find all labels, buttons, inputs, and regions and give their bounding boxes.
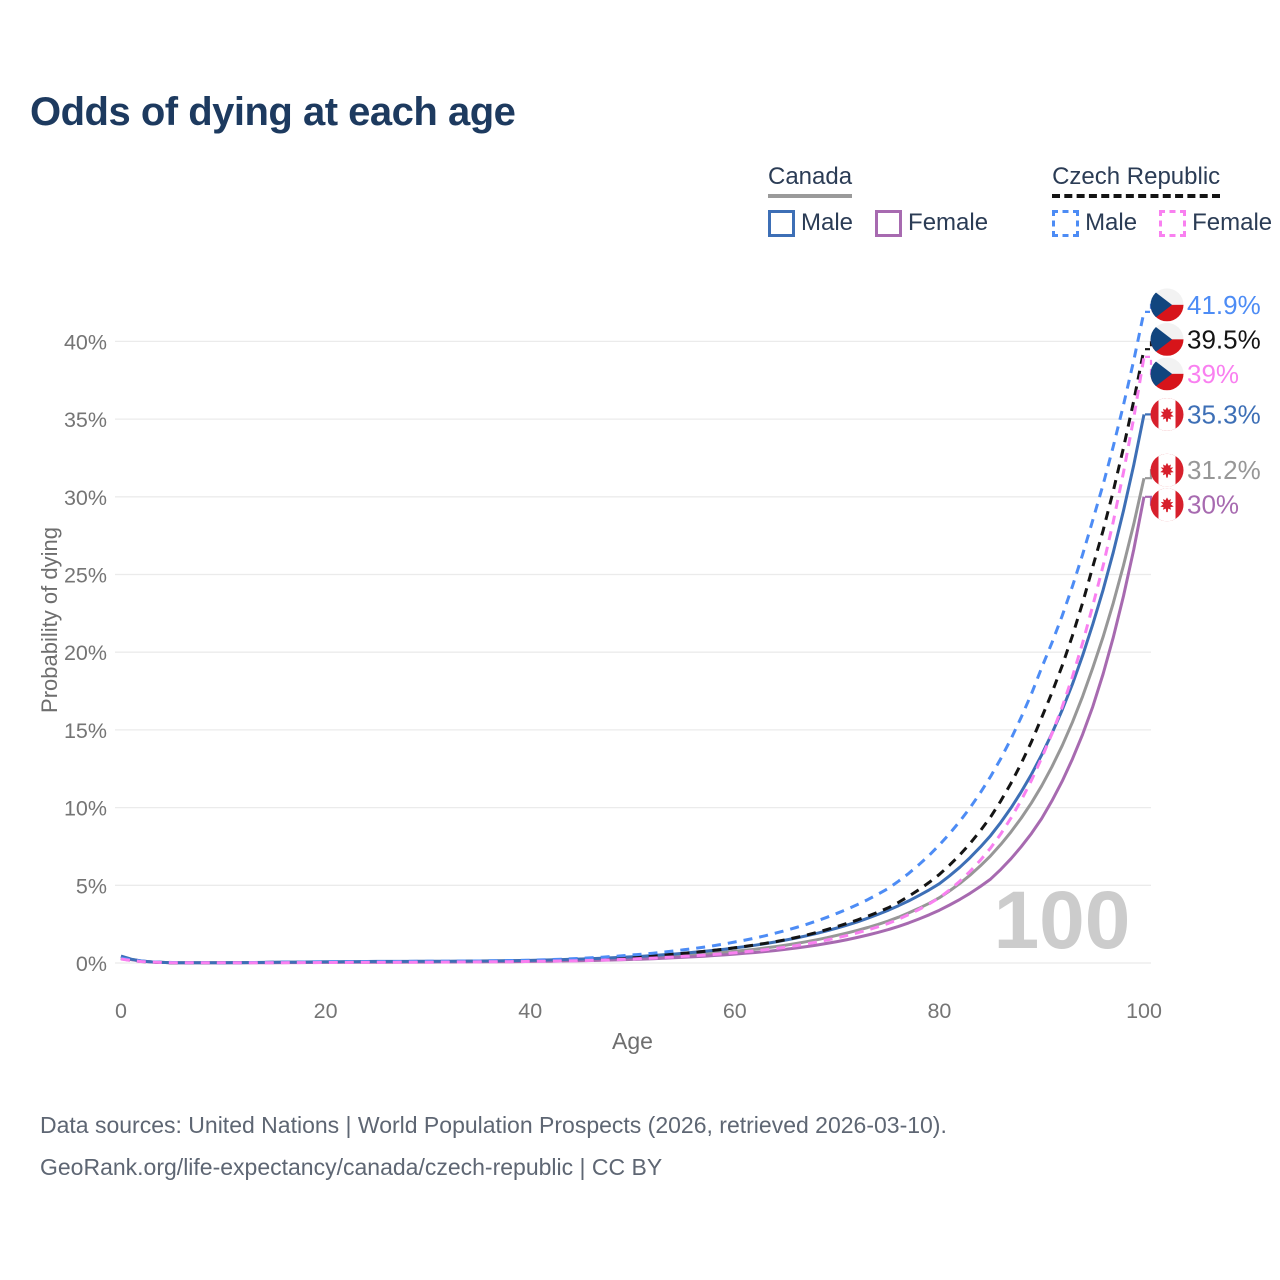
y-axis-title: Probability of dying xyxy=(37,527,62,713)
y-tick-label: 5% xyxy=(76,874,107,898)
end-value-label-canada-male: 35.3% xyxy=(1187,399,1261,429)
flag-part xyxy=(1150,357,1172,391)
flag-part xyxy=(1160,407,1174,422)
y-tick-label: 10% xyxy=(64,797,107,821)
end-value-label-canada-both: 31.2% xyxy=(1187,455,1261,485)
flag-icon-canada xyxy=(1150,397,1184,431)
end-value-label-czech-female: 39% xyxy=(1187,359,1239,389)
x-tick-label: 40 xyxy=(518,999,542,1023)
czech-female-swatch-icon xyxy=(1159,209,1187,237)
flag-icon-canada xyxy=(1150,488,1184,522)
x-tick-label: 60 xyxy=(723,999,747,1023)
y-tick-label: 25% xyxy=(64,564,107,588)
legend-items-canada: Male Female xyxy=(768,209,988,237)
legend-item-label: Female xyxy=(1192,209,1273,236)
x-tick-label: 20 xyxy=(314,999,338,1023)
flag-icon-czech-republic xyxy=(1150,322,1184,356)
legend-item-czech-male[interactable]: Male xyxy=(1052,209,1137,237)
x-tick-label: 0 xyxy=(115,999,127,1023)
end-value-label-czech-both: 39.5% xyxy=(1187,324,1261,354)
x-tick-label: 100 xyxy=(1126,999,1162,1023)
leader-line-czech-female xyxy=(1145,355,1158,375)
flag-part xyxy=(1150,288,1172,322)
y-tick-label: 40% xyxy=(64,330,107,354)
flag-icon-czech-republic xyxy=(1150,288,1184,322)
canada-female-swatch-icon xyxy=(875,209,903,237)
flag-part xyxy=(1160,497,1174,513)
legend-item-label: Female xyxy=(908,209,989,236)
legend-item-canada-male[interactable]: Male xyxy=(768,209,853,237)
y-tick-label: 0% xyxy=(76,952,107,976)
czech-male-swatch-icon xyxy=(1052,209,1080,237)
series-line-czech-both[interactable] xyxy=(120,348,1146,965)
end-value-label-canada-female: 30% xyxy=(1187,490,1239,520)
legend-item-label: Male xyxy=(801,209,854,236)
y-tick-label: 20% xyxy=(64,641,107,665)
flag-part xyxy=(1150,322,1172,356)
x-tick-label: 80 xyxy=(927,999,951,1023)
y-tick-label: 30% xyxy=(64,486,107,510)
legend: Canada Male Female Czech Republic Male xyxy=(768,163,1272,237)
footer: Data sources: United Nations | World Pop… xyxy=(40,1104,947,1188)
canada-male-swatch-icon xyxy=(768,209,795,237)
x-axis-title: Age xyxy=(612,1028,653,1054)
series-line-czech-male[interactable] xyxy=(120,311,1146,965)
end-value-label-czech-male: 41.9% xyxy=(1187,290,1261,320)
legend-item-canada-female[interactable]: Female xyxy=(875,209,988,237)
legend-group-canada: Canada Male Female xyxy=(768,163,988,237)
chart-title: Odds of dying at each age xyxy=(30,90,516,134)
legend-items-czech-republic: Male Female xyxy=(1052,209,1272,237)
series-line-canada-male[interactable] xyxy=(120,414,1146,965)
series-line-canada-both[interactable] xyxy=(120,477,1146,965)
legend-item-czech-female[interactable]: Female xyxy=(1159,209,1272,237)
legend-item-label: Male xyxy=(1085,209,1138,236)
legend-group-czech-republic: Czech Republic Male Female xyxy=(1052,163,1272,237)
flag-part xyxy=(1160,462,1174,478)
y-tick-label: 35% xyxy=(64,408,107,432)
footer-attribution: GeoRank.org/life-expectancy/canada/czech… xyxy=(40,1154,663,1180)
legend-country-canada[interactable]: Canada xyxy=(768,163,853,198)
footer-data-sources: Data sources: United Nations | World Pop… xyxy=(40,1112,947,1138)
y-tick-label: 15% xyxy=(64,719,107,743)
legend-country-czech-republic[interactable]: Czech Republic xyxy=(1052,163,1221,198)
flag-icon-czech-republic xyxy=(1150,357,1184,391)
flag-icon-canada xyxy=(1150,453,1184,487)
age-counter-watermark: 100 xyxy=(994,875,1131,966)
series-line-czech-female[interactable] xyxy=(120,356,1146,965)
